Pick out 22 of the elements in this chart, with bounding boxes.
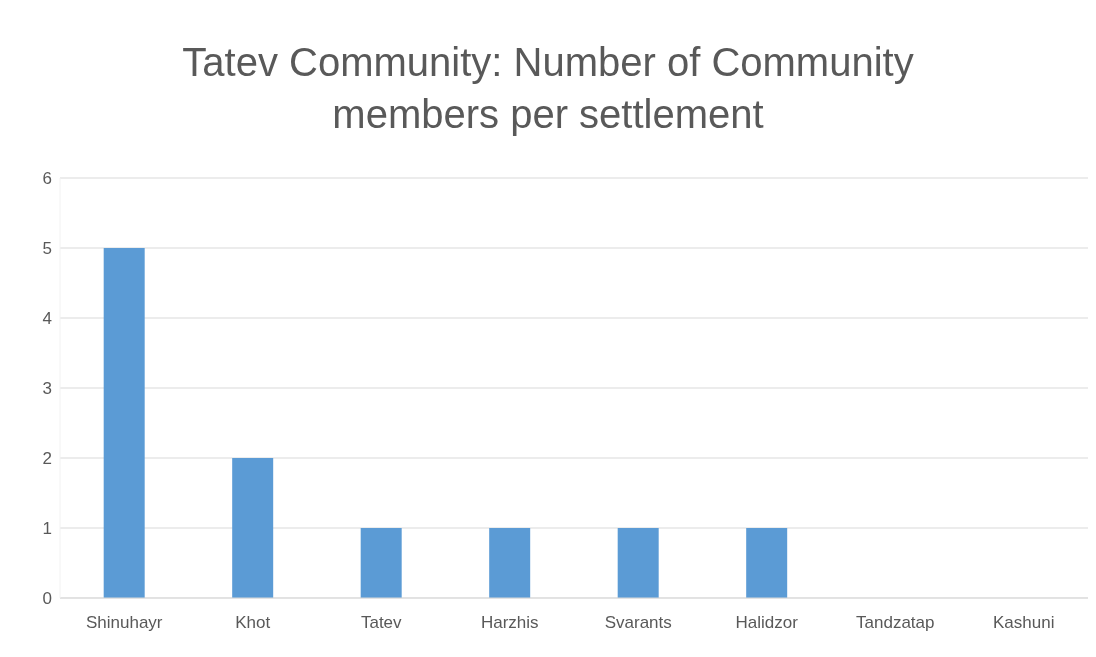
bar <box>103 248 145 598</box>
y-tick-label: 0 <box>42 589 52 609</box>
y-tick-label: 3 <box>42 379 52 399</box>
y-tick-label: 2 <box>42 449 52 469</box>
y-tick-label: 1 <box>42 519 52 539</box>
x-tick-label: Halidzor <box>735 613 799 633</box>
x-tick-label: Shinuhayr <box>85 613 163 633</box>
y-tick-label: 4 <box>42 309 52 329</box>
x-tick-label: Tatev <box>360 613 403 633</box>
bar <box>746 528 788 598</box>
bar <box>489 528 531 598</box>
chart-title: Tatev Community: Number of Community members per settlement <box>181 39 915 138</box>
y-tick-label: 5 <box>42 239 52 259</box>
x-tick-label: Khot <box>235 613 271 633</box>
bar <box>617 528 659 598</box>
x-tick-label: Tandzatap <box>856 613 935 633</box>
bar <box>232 458 274 598</box>
y-tick-label: 6 <box>42 169 52 189</box>
x-tick-label: Kashuni <box>993 613 1055 633</box>
x-tick-label: Svarants <box>604 613 672 633</box>
bar <box>360 528 402 598</box>
x-tick-label: Harzhis <box>480 613 539 633</box>
